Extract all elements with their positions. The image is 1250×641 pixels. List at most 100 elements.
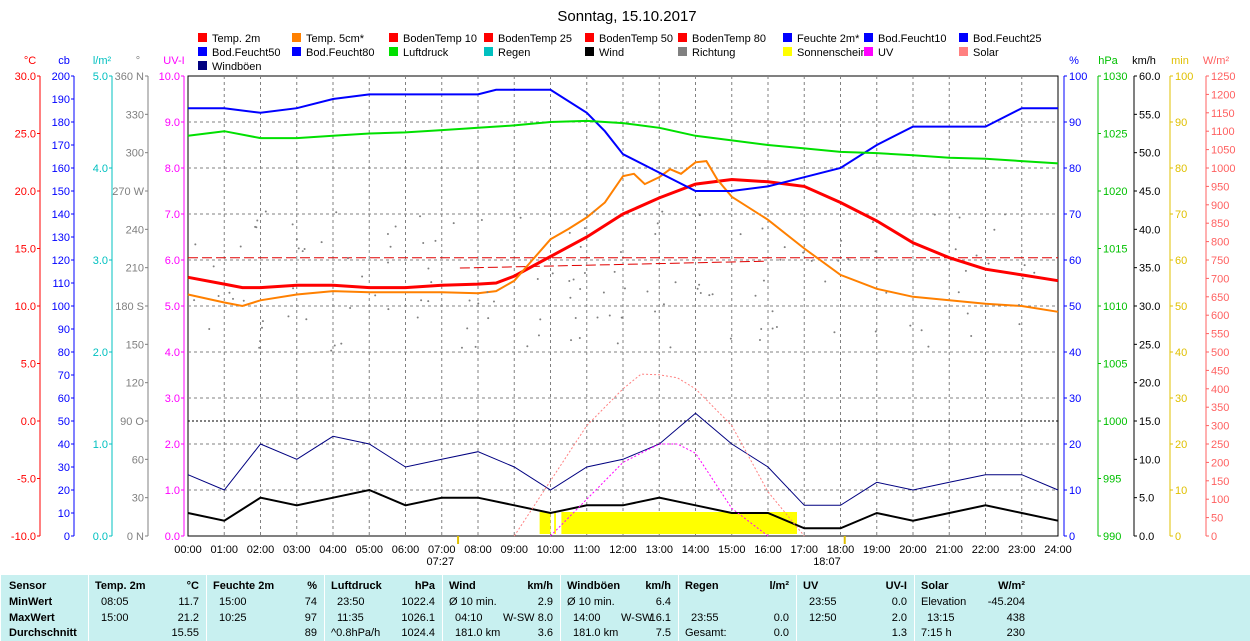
- col-solar: Solar W/m² Elevation -45.204 13:15 438 7…: [914, 575, 1033, 641]
- axis-tick-label: 50: [1069, 301, 1081, 313]
- wind-direction-dot: [291, 223, 294, 226]
- regen-max-val: 0.0: [773, 612, 789, 624]
- wind-direction-dot: [674, 281, 677, 284]
- x-tick-label: 23:00: [1008, 544, 1036, 556]
- axis-tick-label: 10: [58, 508, 70, 520]
- druck-avg-label: ^0.8hPa/h: [331, 627, 381, 639]
- axis-tick-label: 70: [58, 370, 70, 382]
- solar-header: Solar: [921, 580, 949, 592]
- wind-direction-dot: [420, 299, 423, 302]
- col-temp: Temp. 2m °C 08:05 11.7 15:00 21.2 15.55: [88, 575, 207, 641]
- wind-direction-dot: [909, 324, 912, 327]
- axis-tick-label: 20: [1175, 439, 1187, 451]
- wind-direction-dot: [885, 291, 888, 294]
- soil-temp-line: [459, 260, 769, 269]
- axis-tick-label: 1025: [1103, 129, 1127, 141]
- wind-direction-dot: [466, 327, 469, 330]
- druck-avg-val: 1024.4: [401, 627, 435, 639]
- legend-swatch: [198, 61, 207, 70]
- legend-label: BodenTemp 80: [692, 33, 766, 45]
- x-tick-label: 11:00: [573, 544, 600, 556]
- wind-direction-dot: [623, 287, 626, 290]
- axis-tick-label: 110: [52, 278, 70, 290]
- temp-unit: °C: [186, 580, 199, 592]
- wind-direction-dot: [335, 211, 338, 214]
- temp-avg-val: 15.55: [171, 627, 199, 639]
- boeen-max-time: 14:00: [573, 612, 601, 624]
- axis-tick-label: 0: [1175, 531, 1181, 543]
- wind-direction-dot: [519, 216, 522, 219]
- wind-direction-dot: [698, 214, 701, 217]
- legend-label: Bod.Feucht25: [973, 33, 1042, 45]
- wind-direction-dot: [874, 250, 877, 253]
- axis-tick-label: 20.0: [15, 186, 36, 198]
- wind-direction-dot: [761, 227, 764, 230]
- druck-min-time: 23:50: [337, 596, 365, 608]
- wind-direction-dot: [771, 327, 774, 330]
- wind-direction-dot: [620, 316, 623, 319]
- legend-label: BodenTemp 50: [599, 33, 673, 45]
- wind-direction-dot: [452, 222, 455, 225]
- col-regen: Regen l/m² 23:55 0.0 Gesamt: 0.0: [678, 575, 797, 641]
- wind-direction-dot: [422, 241, 425, 244]
- legend-swatch: [864, 47, 873, 56]
- solar-max-val: 438: [1006, 612, 1025, 624]
- axis-tick-label: 180 S: [115, 301, 144, 313]
- min-row-label: MinWert: [9, 596, 53, 608]
- regen-header: Regen: [685, 580, 719, 592]
- wind-max-dir: W-SW: [503, 612, 535, 624]
- axis-tick-label: 100: [1211, 494, 1229, 506]
- wind-direction-dot: [526, 345, 529, 348]
- wind-direction-dot: [536, 278, 539, 281]
- axis-tick-label: 20: [1069, 439, 1081, 451]
- wind-direction-dot: [419, 215, 422, 218]
- axis-tick-label: 1010: [1103, 301, 1127, 313]
- col-druck: Luftdruck hPa 23:50 1022.4 11:35 1026.1 …: [324, 575, 443, 641]
- axis-tick-label: 50.0: [1139, 148, 1160, 160]
- x-tick-label: 04:00: [319, 544, 347, 556]
- wind-direction-dot: [574, 317, 577, 320]
- wind-direction-dot: [387, 261, 390, 264]
- feuchte-min-val: 74: [304, 596, 317, 608]
- axis-tick-label: 120: [52, 255, 70, 267]
- col-uv: UV UV-I 23:55 0.0 12:50 2.0 1.3: [796, 575, 915, 641]
- x-tick-label: 22:00: [972, 544, 1000, 556]
- series-windb-en: [187, 412, 1059, 506]
- axis-unit-label: UV-I: [163, 55, 184, 67]
- wind-min-val: 2.9: [537, 596, 553, 608]
- feuchte-avg-val: 89: [304, 627, 317, 639]
- axis-tick-label: 10: [1175, 485, 1187, 497]
- x-tick-label: 12:00: [609, 544, 637, 556]
- feuchte-unit: %: [307, 580, 317, 592]
- wind-direction-dot: [711, 293, 714, 296]
- legend-swatch: [864, 33, 873, 42]
- druck-header: Luftdruck: [331, 580, 382, 592]
- wind-direction-dot: [477, 302, 480, 305]
- x-tick-label: 17:00: [790, 544, 818, 556]
- temp-max-val: 21.2: [177, 612, 199, 624]
- axis-tick-label: 60: [132, 454, 144, 466]
- axis-tick-label: 850: [1211, 218, 1229, 230]
- axis-tick-label: 1100: [1211, 126, 1235, 138]
- axis-tick-label: 250: [1211, 439, 1229, 451]
- axis-tick-label: 30: [132, 493, 144, 505]
- axis-tick-label: 360 N: [115, 71, 144, 83]
- wind-direction-dot: [783, 246, 786, 249]
- wind-direction-dot: [760, 328, 763, 331]
- x-tick-label: 21:00: [935, 544, 963, 556]
- axis-tick-label: 190: [52, 94, 70, 106]
- wind-direction-dot: [303, 247, 306, 250]
- series-solar: [513, 373, 805, 537]
- boeen-max-dir: W-SW: [621, 612, 653, 624]
- axis-tick-label: 900: [1211, 200, 1229, 212]
- legend-label: Bod.Feucht10: [878, 33, 947, 45]
- axis-tick-label: 4.0: [93, 163, 108, 175]
- axis-tick-label: 20.0: [1139, 378, 1160, 390]
- wind-direction-dot: [957, 291, 960, 294]
- sunshine-bar: [539, 512, 551, 534]
- sensor-header: Sensor: [9, 580, 47, 592]
- axis-tick-label: 10.0: [1139, 454, 1160, 466]
- axis-tick-label: 450: [1211, 365, 1229, 377]
- axis-tick-label: 0 N: [127, 531, 144, 543]
- x-tick-label: 06:00: [392, 544, 420, 556]
